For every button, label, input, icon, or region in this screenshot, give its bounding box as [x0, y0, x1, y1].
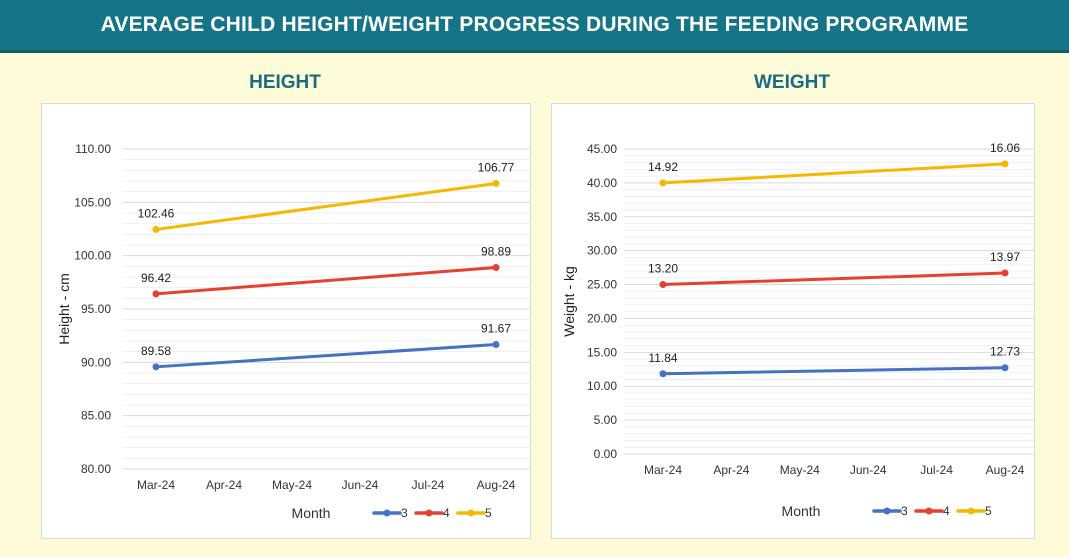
y-tick-label: 95.00 — [81, 302, 111, 316]
x-tick-label: Mar-24 — [137, 478, 175, 492]
data-label-3: 12.73 — [990, 345, 1020, 359]
weight-chart-panel: 0.00 5.00 10.00 15.00 20.00 25.00 30.00 35.00 40… — [551, 103, 1035, 539]
data-label-3: 89.58 — [141, 344, 171, 358]
x-tick-label: Jul-24 — [412, 478, 445, 492]
data-point-3 — [152, 363, 160, 371]
series-line-5 — [154, 181, 498, 231]
height-chart-panel: 80.00 85.00 90.00 95.00 100.00 105.00 110.00 Ma… — [41, 103, 531, 539]
legend-label-4: 4 — [443, 506, 450, 520]
legend-label-4: 4 — [943, 504, 950, 518]
y-axis-label: Height - cm — [56, 273, 72, 345]
legend-label-3: 3 — [401, 506, 408, 520]
y-tick-label: 35.00 — [587, 210, 617, 224]
series-line-4 — [661, 271, 1007, 287]
series-line-5 — [661, 162, 1007, 185]
data-label-4: 13.97 — [990, 250, 1020, 264]
data-point-5 — [152, 225, 160, 233]
x-axis-label: Month — [782, 503, 821, 519]
legend-marker-3 — [883, 507, 891, 515]
data-point-4 — [1001, 269, 1009, 277]
weight-panel-title: WEIGHT — [754, 72, 830, 93]
data-point-5 — [1001, 160, 1009, 168]
data-label-4: 96.42 — [141, 271, 171, 285]
data-point-5 — [659, 179, 667, 187]
x-tick-label: Mar-24 — [644, 463, 682, 477]
height-chart: 80.00 85.00 90.00 95.00 100.00 105.00 110.00 Ma… — [56, 142, 530, 521]
legend-marker-4 — [425, 509, 433, 517]
data-point-3 — [492, 341, 500, 349]
data-label-5: 102.46 — [138, 206, 175, 220]
data-label-3: 11.84 — [648, 351, 677, 365]
series-line-3 — [154, 343, 498, 369]
y-tick-label: 15.00 — [587, 345, 617, 359]
y-tick-label: 5.00 — [594, 413, 618, 427]
y-tick-label: 80.00 — [81, 462, 111, 476]
data-label-4: 98.89 — [481, 245, 511, 259]
x-tick-label: Apr-24 — [206, 478, 242, 492]
banner-title: AVERAGE CHILD HEIGHT/WEIGHT PROGRESS DUR… — [100, 13, 969, 36]
weight-chart: 0.00 5.00 10.00 15.00 20.00 25.00 30.00 35.00 40… — [561, 141, 1034, 519]
legend-marker-4 — [925, 507, 933, 515]
data-label-3: 91.67 — [481, 322, 511, 336]
x-tick-label: Apr-24 — [713, 463, 749, 477]
y-tick-label: 100.00 — [74, 249, 111, 263]
height-panel-title: HEIGHT — [249, 72, 321, 93]
x-tick-label: Aug-24 — [477, 478, 516, 492]
y-tick-label: 0.00 — [594, 447, 618, 461]
y-tick-label: 30.00 — [587, 244, 617, 258]
y-tick-label: 10.00 — [587, 379, 617, 393]
y-tick-label: 25.00 — [587, 278, 617, 292]
data-label-5: 16.06 — [990, 141, 1020, 155]
data-point-3 — [659, 370, 667, 378]
x-tick-label: Jul-24 — [920, 463, 953, 477]
y-tick-label: 40.00 — [587, 176, 617, 190]
x-tick-label: May-24 — [780, 463, 820, 477]
data-label-5: 106.77 — [478, 160, 515, 174]
y-tick-label: 105.00 — [74, 195, 111, 209]
x-tick-label: Jun-24 — [850, 463, 887, 477]
data-point-4 — [492, 264, 500, 272]
legend-label-5: 5 — [985, 504, 992, 518]
x-tick-label: May-24 — [272, 478, 312, 492]
legend-marker-3 — [383, 509, 391, 517]
data-label-4: 13.20 — [648, 262, 678, 276]
legend-marker-5 — [467, 509, 475, 517]
legend-label-5: 5 — [485, 506, 492, 520]
y-tick-label: 90.00 — [81, 355, 111, 369]
y-tick-label: 20.00 — [587, 311, 617, 325]
legend-marker-5 — [967, 507, 975, 515]
data-point-5 — [492, 179, 500, 187]
series-line-3 — [661, 366, 1007, 376]
x-tick-label: Aug-24 — [986, 463, 1025, 477]
y-tick-label: 85.00 — [81, 409, 111, 423]
legend-label-3: 3 — [901, 504, 908, 518]
x-tick-label: Jun-24 — [342, 478, 379, 492]
data-point-4 — [659, 281, 667, 289]
y-tick-label: 110.00 — [75, 142, 111, 156]
data-label-5: 14.92 — [648, 160, 678, 174]
data-point-4 — [152, 290, 160, 298]
x-axis-label: Month — [292, 505, 331, 521]
data-point-3 — [1001, 364, 1009, 372]
y-tick-label: 45.00 — [587, 142, 617, 156]
y-axis-label: Weight - kg — [561, 266, 577, 337]
title-banner: AVERAGE CHILD HEIGHT/WEIGHT PROGRESS DUR… — [0, 0, 1069, 53]
series-line-4 — [154, 266, 498, 296]
